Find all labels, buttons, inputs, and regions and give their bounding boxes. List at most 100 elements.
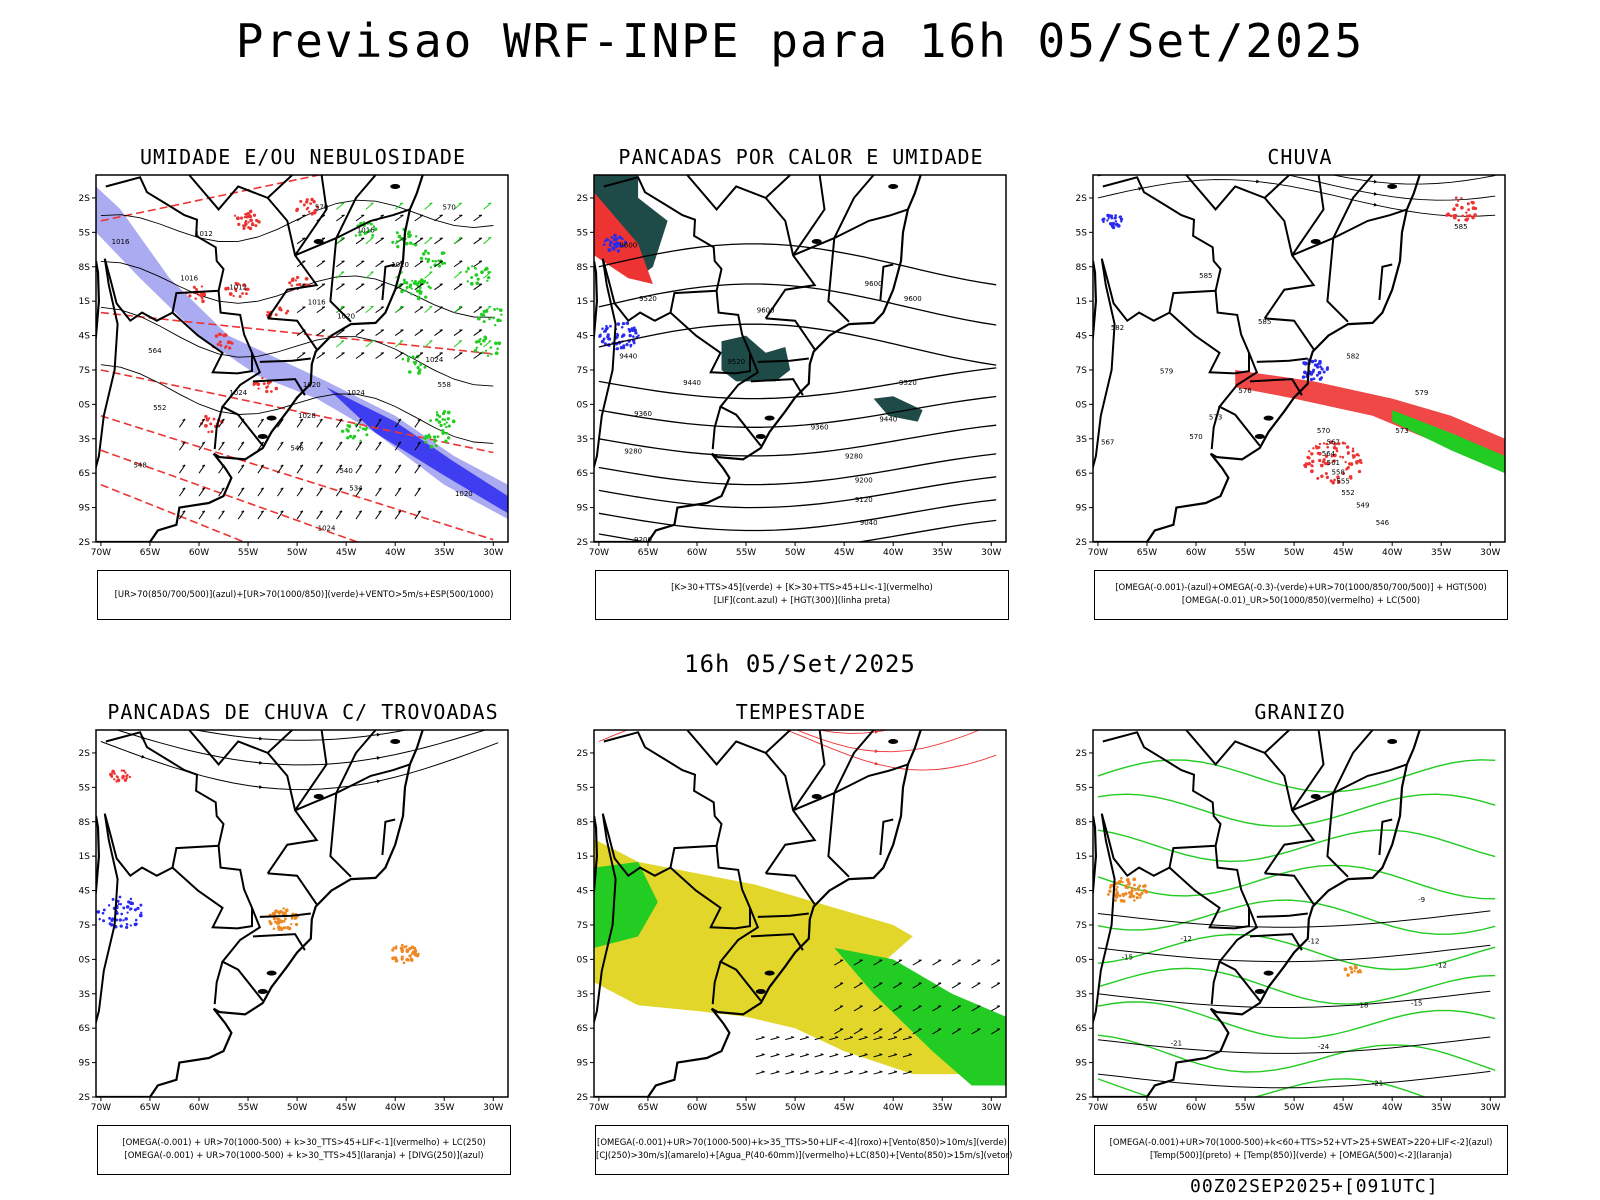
axis-group: 12S 15S 18S 21S 24S 27S 30S 33S 36S 39S 42S70W 65W 6…: [78, 749, 504, 1113]
streamline: [115, 730, 487, 766]
wind850-vector: [853, 959, 863, 966]
contour-label: 9600: [904, 295, 922, 303]
country-border: [96, 258, 119, 471]
green-humidity-dot: [405, 281, 409, 285]
green-humidity-dot: [414, 361, 418, 364]
rain-blue-dot: [1114, 223, 1118, 227]
temp850-contour: [1097, 967, 1496, 1005]
storm-orange-dot: [394, 958, 399, 963]
wind850-vector: [844, 1036, 853, 1041]
wind-vector-head: [319, 487, 323, 490]
lat-tick-label: 42S: [78, 538, 90, 548]
wind-vector-green-head: [488, 202, 492, 205]
country-border: [267, 872, 318, 905]
storm-red-dot: [116, 775, 119, 779]
omega-orange-dot: [1132, 877, 1137, 882]
lif-dot: [625, 321, 630, 326]
green-humidity-dot: [483, 335, 487, 340]
red-humidity-dot: [234, 287, 238, 291]
omega-orange-dot: [1109, 886, 1112, 889]
wind-vector-head: [417, 464, 421, 467]
contour-label: 1012: [195, 230, 213, 238]
wind-vector-green: [394, 237, 404, 245]
wind850-vector: [932, 982, 942, 989]
lon-tick-label: 55W: [736, 1103, 756, 1113]
country-border: [1093, 813, 1116, 1026]
rain-red-dot: [1329, 440, 1333, 445]
lat-tick-label: 33S: [78, 435, 90, 445]
rain-blue-dot: [1319, 365, 1322, 369]
wind-vector-head: [260, 510, 264, 513]
omega-orange-dot: [1129, 891, 1134, 896]
wind-vector: [316, 418, 323, 428]
green-humidity-dot: [348, 434, 353, 439]
contour-label: 567: [1101, 439, 1114, 447]
country-border: [1256, 912, 1308, 918]
green-humidity-dot: [476, 277, 480, 281]
wind850-vector-head: [805, 1070, 809, 1073]
red-humidity-dot: [290, 284, 294, 287]
wind850-vector: [971, 959, 981, 966]
wind-vector-head: [398, 487, 402, 490]
contour-label: 552: [1341, 489, 1354, 497]
green-humidity-dot: [357, 429, 360, 432]
wind-vector: [394, 510, 402, 520]
wind-vector-green: [365, 237, 374, 245]
panel-title: PANCADAS POR CALOR E UMIDADE: [618, 145, 984, 169]
wind850-vector: [785, 1054, 795, 1058]
omega-orange-dot: [1116, 885, 1119, 889]
pressure-contour: [100, 364, 494, 444]
green-humidity-dot: [426, 281, 429, 285]
red-humidity-dot: [228, 346, 232, 350]
lat-tick-label: 15S: [576, 228, 588, 238]
red-humidity-dot: [242, 226, 246, 231]
country-border: [188, 730, 293, 766]
omega-orange-dot: [1121, 880, 1124, 884]
red-humidity-dot: [223, 346, 227, 349]
red-humidity-dot: [236, 283, 239, 287]
lif-dot: [600, 339, 605, 344]
contour-label: 9120: [855, 496, 873, 504]
country-border: [669, 845, 751, 930]
wind-vector-green: [424, 340, 433, 348]
red-humidity-dot: [255, 218, 259, 223]
temp850-contour: [1097, 1078, 1427, 1097]
wind-vector-green: [336, 237, 345, 245]
contour-label: 573: [1209, 413, 1222, 421]
lon-tick-label: 55W: [736, 548, 756, 558]
wind-vector: [198, 510, 206, 520]
omega-orange-dot: [1143, 884, 1147, 888]
wind850-vector-head: [879, 1036, 883, 1038]
red-humidity-dot: [242, 283, 246, 287]
wind-vector-head: [398, 510, 402, 513]
contour-label: 9200: [634, 536, 652, 544]
contour-label: 9520: [639, 295, 657, 303]
storm-orange-dot: [408, 946, 412, 951]
storm-orange-dot: [277, 926, 281, 929]
divergence-dot: [96, 910, 101, 914]
thickness-contour: [100, 175, 323, 222]
rain-red-dot: [1310, 452, 1314, 456]
wind-vector-head: [358, 418, 362, 421]
wind-vector: [296, 487, 304, 497]
wind850-vector: [873, 1054, 883, 1058]
streamline-arrow: [874, 749, 879, 754]
wind850-vector: [770, 1054, 780, 1058]
wind-vector: [473, 260, 483, 268]
thickness-contour: [100, 415, 494, 541]
rain-red-dot: [1318, 442, 1322, 446]
wind-vector-green: [365, 305, 374, 314]
wind-vector: [178, 418, 186, 428]
country-border: [1291, 730, 1325, 811]
rain-red-dot: [1470, 200, 1474, 204]
wind-vector: [237, 441, 245, 451]
wind-vector: [473, 329, 483, 336]
wind-vector-head: [417, 441, 421, 444]
wind-vector: [473, 306, 483, 314]
green-humidity-dot: [421, 280, 425, 284]
wind-vector-head: [378, 441, 382, 444]
wind-vector-green: [424, 271, 433, 279]
red-humidity-dot: [251, 221, 254, 225]
wind-vector-head: [201, 487, 205, 490]
country-border: [792, 763, 909, 812]
